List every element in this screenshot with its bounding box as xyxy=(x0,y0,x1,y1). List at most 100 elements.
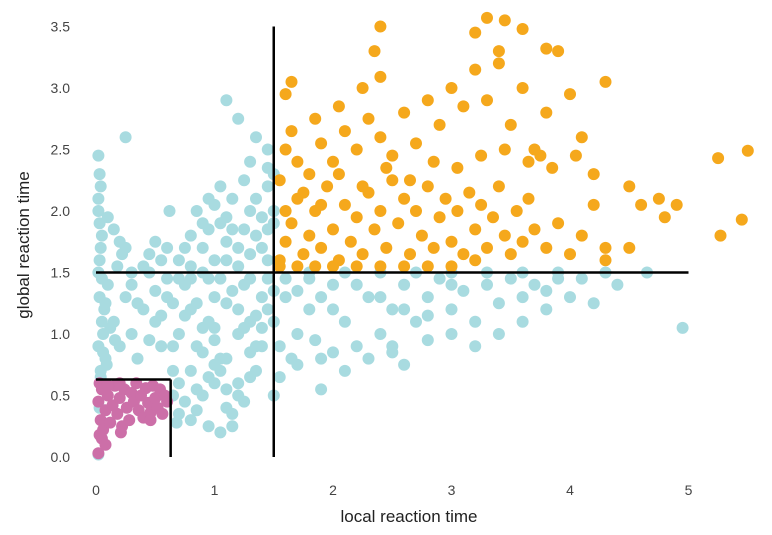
scatter-point xyxy=(380,241,393,254)
scatter-point xyxy=(220,383,233,396)
scatter-point xyxy=(196,241,209,254)
scatter-point xyxy=(327,155,339,168)
scatter-point xyxy=(540,284,553,297)
scatter-point xyxy=(238,321,251,334)
scatter-point xyxy=(101,211,114,224)
scatter-point xyxy=(196,321,209,334)
scatter-point xyxy=(208,198,221,211)
scatter-point xyxy=(315,383,328,396)
x-tick-label: 2 xyxy=(329,482,337,498)
scatter-point xyxy=(492,45,505,58)
scatter-point xyxy=(315,352,328,365)
scatter-point xyxy=(273,371,286,384)
scatter-point xyxy=(670,198,683,211)
scatter-point xyxy=(564,248,576,261)
scatter-point xyxy=(510,205,523,217)
scatter-point xyxy=(155,309,168,322)
scatter-point xyxy=(427,241,440,254)
scatter-point xyxy=(93,217,106,230)
scatter-point xyxy=(469,254,482,267)
scatter-point xyxy=(255,321,268,334)
scatter-point xyxy=(445,328,458,340)
scatter-point xyxy=(504,248,517,261)
scatter-point xyxy=(433,118,446,131)
scatter-point xyxy=(93,254,106,267)
scatter-point xyxy=(398,260,411,273)
scatter-point xyxy=(350,278,363,291)
scatter-point xyxy=(144,414,157,427)
scatter-point xyxy=(332,168,345,181)
scatter-point xyxy=(481,241,493,254)
points-layer xyxy=(92,11,754,461)
scatter-point xyxy=(741,144,754,157)
scatter-point xyxy=(202,371,215,384)
scatter-point xyxy=(427,155,440,168)
scatter-point xyxy=(451,205,464,217)
scatter-point xyxy=(244,272,257,285)
scatter-point xyxy=(540,241,553,254)
scatter-point xyxy=(172,254,185,267)
scatter-point xyxy=(362,352,375,365)
scatter-point xyxy=(184,272,197,285)
y-tick-label: 0.5 xyxy=(51,388,71,404)
scatter-point xyxy=(315,291,328,304)
scatter-point xyxy=(232,241,245,254)
scatter-point xyxy=(273,260,286,273)
scatter-point xyxy=(469,340,482,353)
scatter-point xyxy=(232,377,245,390)
scatter-point xyxy=(238,395,251,408)
scatter-point xyxy=(155,340,168,353)
scatter-point xyxy=(172,272,185,285)
scatter-point xyxy=(338,315,351,328)
scatter-point xyxy=(350,211,363,224)
scatter-point xyxy=(368,45,381,58)
scatter-point xyxy=(398,303,411,316)
scatter-point xyxy=(214,180,227,193)
scatter-point xyxy=(291,328,304,340)
scatter-point xyxy=(552,217,565,230)
scatter-point xyxy=(149,284,162,297)
y-tick-label: 1.0 xyxy=(51,326,71,342)
scatter-point xyxy=(386,346,399,359)
scatter-point xyxy=(676,321,689,334)
scatter-point xyxy=(125,278,138,291)
scatter-point xyxy=(255,241,268,254)
scatter-point xyxy=(457,284,470,297)
scatter-point xyxy=(404,174,416,187)
scatter-point xyxy=(255,291,268,304)
scatter-point xyxy=(178,309,191,322)
scatter-point xyxy=(250,229,262,242)
x-axis-ticks: 0 1 2 3 4 5 xyxy=(92,482,693,498)
scatter-point xyxy=(315,198,328,211)
scatter-point xyxy=(238,223,251,236)
scatter-point xyxy=(374,291,387,304)
scatter-point xyxy=(208,321,221,334)
scatter-point xyxy=(131,297,144,310)
scatter-point xyxy=(492,328,505,340)
scatter-point xyxy=(350,340,363,353)
scatter-point xyxy=(433,272,446,285)
scatter-point xyxy=(356,180,369,193)
scatter-point xyxy=(587,168,600,181)
scatter-point xyxy=(116,248,129,261)
scatter-point xyxy=(552,45,565,58)
scatter-point xyxy=(540,106,553,119)
scatter-point xyxy=(445,260,458,273)
scatter-point xyxy=(261,254,274,267)
x-axis-title: local reaction time xyxy=(340,507,477,526)
scatter-point xyxy=(92,447,105,460)
scatter-point xyxy=(232,112,245,125)
scatter-point xyxy=(463,186,476,199)
scatter-point xyxy=(279,291,292,304)
scatter-point xyxy=(374,20,387,33)
scatter-point xyxy=(516,82,529,94)
scatter-point xyxy=(190,297,203,310)
scatter-point xyxy=(534,149,547,162)
scatter-point xyxy=(244,205,257,217)
scatter-point xyxy=(244,248,257,261)
scatter-point xyxy=(250,364,262,377)
x-tick-label: 1 xyxy=(211,482,219,498)
scatter-point xyxy=(469,26,482,39)
scatter-point xyxy=(93,168,106,181)
scatter-point xyxy=(374,260,387,273)
